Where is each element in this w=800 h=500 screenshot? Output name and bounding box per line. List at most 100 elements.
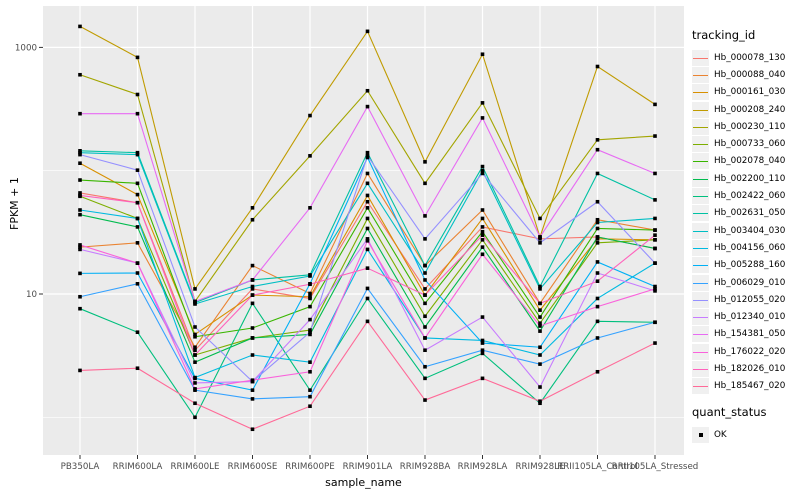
- data-point: [365, 88, 370, 93]
- data-point: [538, 399, 542, 404]
- data-point: [595, 241, 600, 245]
- legend-line-icon: [693, 282, 708, 284]
- legend-item-Hb_002422_060: Hb_002422_060: [692, 187, 798, 205]
- data-point: [538, 321, 542, 325]
- data-point: [538, 345, 542, 350]
- data-point: [308, 282, 312, 287]
- data-point: [480, 168, 485, 173]
- y-tick-label: 10: [26, 290, 37, 300]
- legend-line-icon: [693, 126, 708, 128]
- data-point: [480, 229, 485, 234]
- data-point: [480, 348, 485, 353]
- data-point: [308, 404, 312, 409]
- data-point: [250, 388, 255, 392]
- legend-item-Hb_000161_030: Hb_000161_030: [692, 84, 798, 101]
- data-point: [423, 364, 427, 369]
- legend-key-ok: [692, 426, 709, 443]
- data-point: [595, 237, 600, 241]
- data-point: [365, 237, 370, 241]
- data-point: [423, 336, 427, 340]
- data-point: [250, 326, 255, 330]
- data-point: [480, 338, 485, 343]
- data-point: [653, 284, 657, 289]
- data-point: [250, 284, 255, 289]
- data-point: [423, 237, 427, 241]
- data-point: [595, 147, 600, 152]
- data-point: [480, 208, 485, 212]
- data-point: [538, 301, 542, 306]
- data-point: [193, 302, 197, 306]
- data-point: [135, 92, 140, 97]
- data-point: [193, 401, 197, 406]
- legend-item-Hb_012055_020: Hb_012055_020: [692, 291, 798, 308]
- data-point: [78, 208, 82, 212]
- legend-item-Hb_002631_050: Hb_002631_050: [692, 205, 798, 222]
- legend-key-swatch: [692, 222, 709, 239]
- legend-title-quant-status: quant_status: [692, 404, 767, 419]
- legend-line-icon: [693, 92, 708, 94]
- data-point: [78, 191, 82, 195]
- legend-item-Hb_182026_010: Hb_182026_010: [692, 360, 798, 377]
- data-point: [423, 287, 427, 291]
- data-point: [538, 284, 542, 289]
- data-point: [423, 348, 427, 353]
- data-point: [538, 237, 542, 241]
- data-point: [595, 138, 600, 142]
- data-point: [653, 238, 657, 242]
- x-tick-label: RRIM901LA: [343, 462, 393, 472]
- data-point: [308, 394, 312, 399]
- data-point: [135, 366, 140, 371]
- legend-line-icon: [693, 161, 708, 163]
- legend-item-Hb_005288_160: Hb_005288_160: [692, 257, 798, 274]
- data-point: [135, 261, 140, 265]
- data-point: [193, 415, 197, 420]
- data-point: [423, 278, 427, 282]
- data-point: [365, 206, 370, 210]
- data-point: [78, 150, 82, 155]
- data-point: [135, 111, 140, 116]
- data-point: [365, 171, 370, 176]
- x-tick-label: RRIM600SE: [228, 462, 278, 472]
- data-point: [78, 294, 82, 299]
- data-point: [653, 228, 657, 232]
- data-point: [538, 401, 542, 406]
- legend-key-swatch: [692, 49, 709, 66]
- data-point: [135, 225, 140, 229]
- legend-line-icon: [693, 196, 708, 198]
- data-point: [78, 243, 82, 247]
- legend-item-label: Hb_012055_020: [714, 294, 786, 305]
- legend-item-label: Hb_176022_020: [714, 346, 786, 357]
- legend-item-label: Hb_000078_130: [714, 52, 786, 63]
- data-point: [193, 287, 197, 291]
- data-point: [365, 286, 370, 291]
- x-tick-label: RRIM600LA: [113, 462, 163, 472]
- legend-item-ok: OK: [692, 426, 798, 443]
- legend-key-swatch: [692, 118, 709, 135]
- data-point: [595, 369, 600, 374]
- data-point: [135, 330, 140, 334]
- data-point: [193, 381, 197, 385]
- data-point: [308, 304, 312, 309]
- legend-line-icon: [693, 57, 708, 59]
- legend-item-Hb_002200_110: Hb_002200_110: [692, 170, 798, 187]
- legend-item-Hb_176022_020: Hb_176022_020: [692, 343, 798, 360]
- x-tick-label: RRII105LA_Control: [557, 462, 638, 472]
- data-point: [538, 329, 542, 333]
- legend-key-swatch: [692, 326, 709, 343]
- legend-line-icon: [693, 109, 708, 111]
- data-point: [250, 217, 255, 222]
- data-point: [135, 181, 140, 186]
- data-point: [250, 301, 255, 306]
- data-point: [480, 225, 485, 229]
- legend-key-swatch: [692, 309, 709, 326]
- legend-item-Hb_000230_110: Hb_000230_110: [692, 118, 798, 135]
- legend: tracking_id Hb_000078_130 Hb_000088_040 Hb…: [692, 28, 798, 443]
- legend-item-Hb_012340_010: Hb_012340_010: [692, 308, 798, 326]
- data-point: [135, 241, 140, 245]
- data-point: [250, 278, 255, 282]
- data-point: [595, 260, 600, 264]
- legend-item-label: Hb_006029_010: [714, 277, 786, 288]
- data-point: [365, 150, 370, 155]
- y-axis-title: FPKM + 1: [8, 177, 21, 230]
